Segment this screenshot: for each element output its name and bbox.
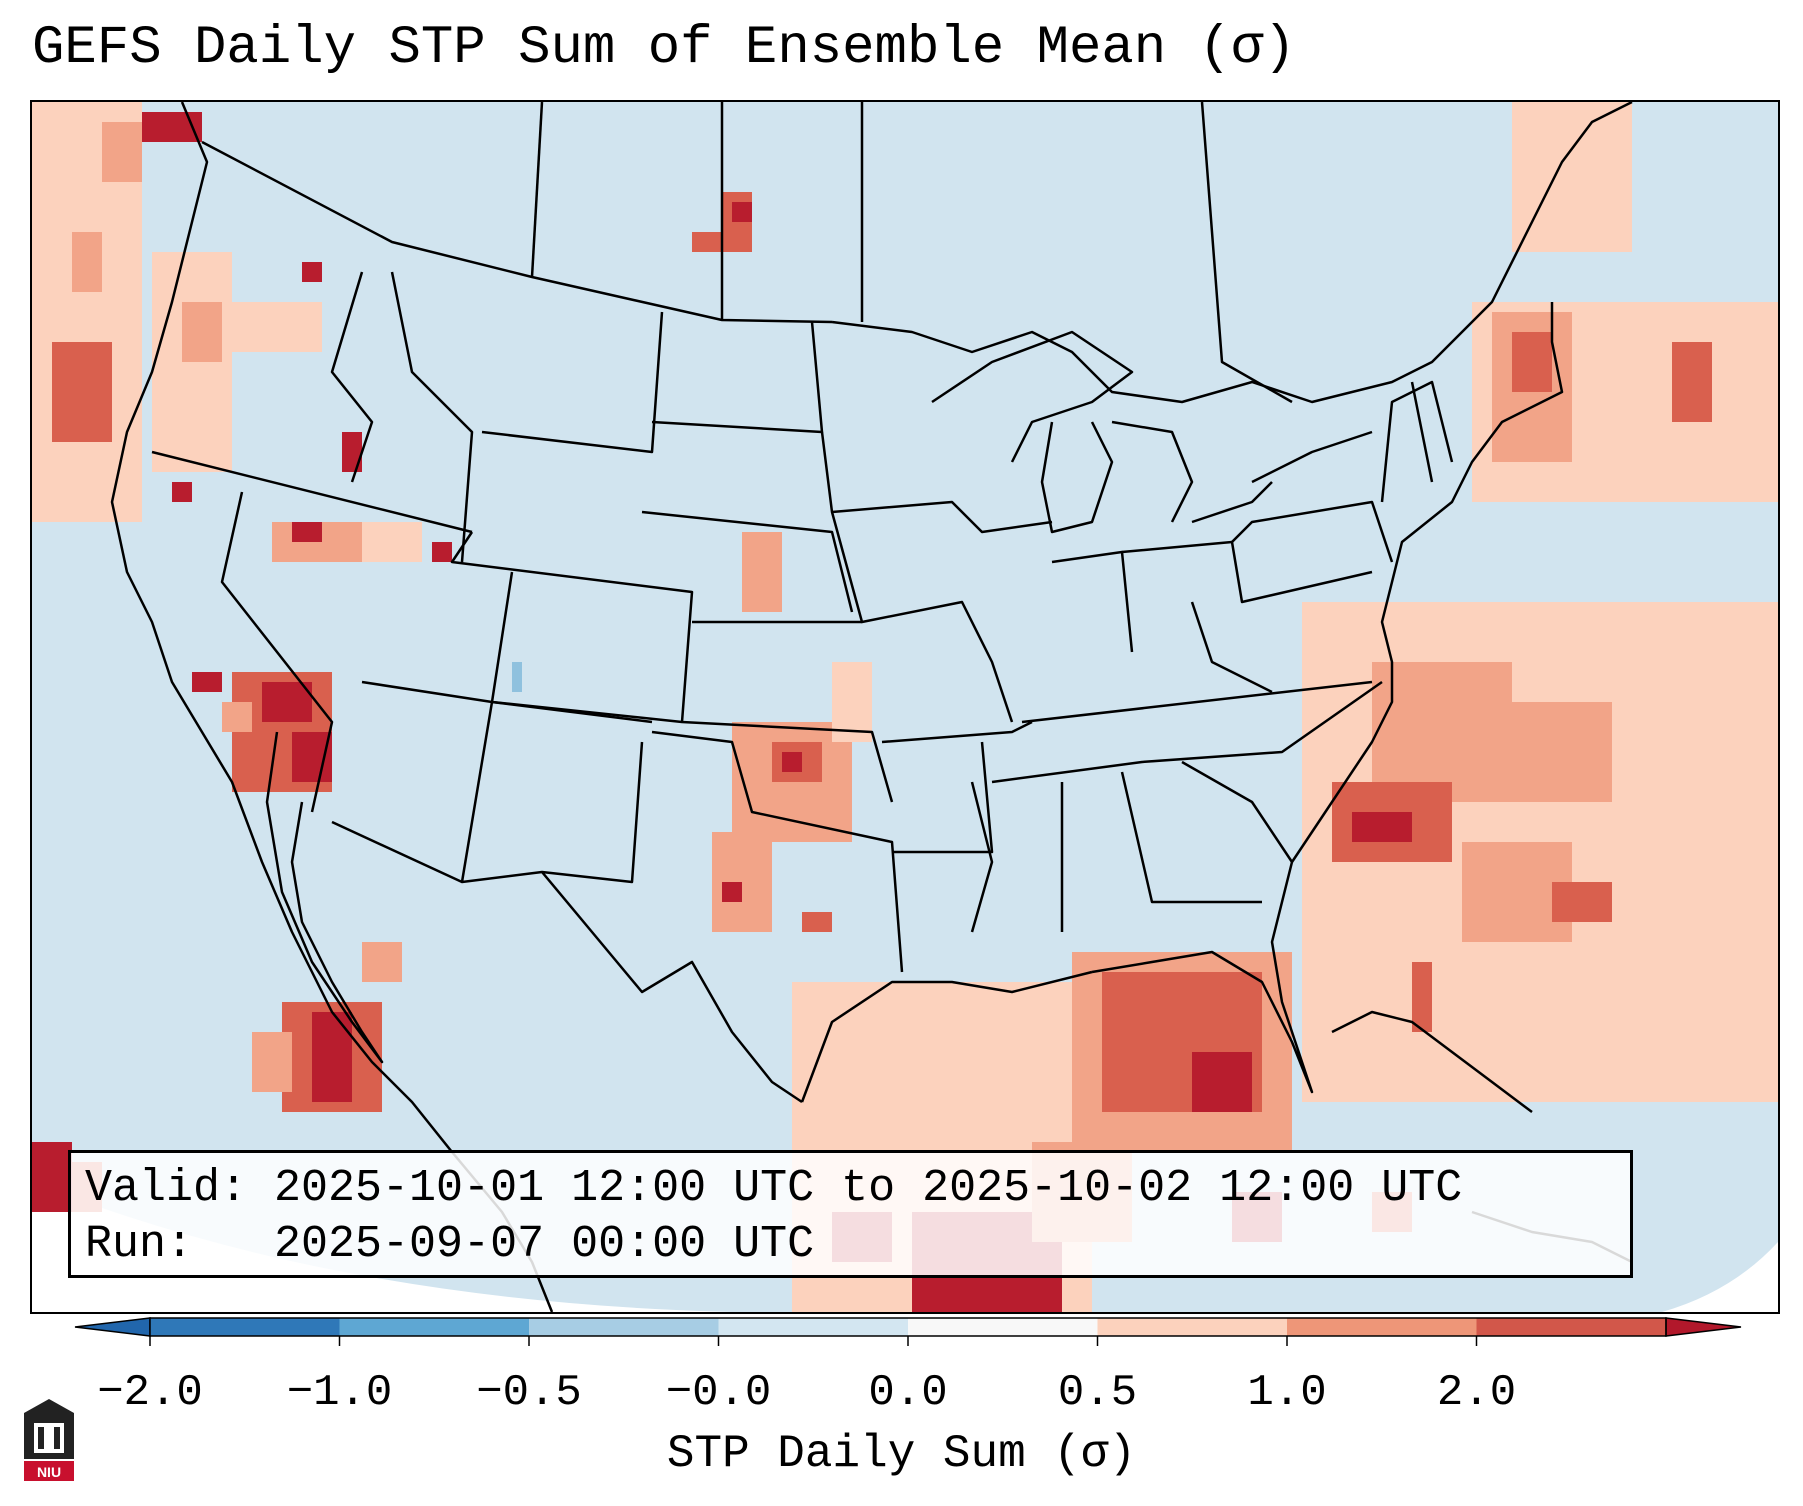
colorbar-tick-label: −2.0	[97, 1368, 203, 1418]
colorbar-tick-label: 0.0	[868, 1368, 948, 1418]
run-line: Run: 2025-09-07 00:00 UTC	[85, 1219, 815, 1270]
map-canvas	[32, 102, 1778, 1312]
projection-edge-right	[1662, 1242, 1778, 1312]
logo-text: NIU	[37, 1464, 61, 1480]
colorbar-extend-low	[74, 1317, 151, 1337]
colorbar-bin	[718, 1318, 908, 1336]
stp-anomaly-cells	[32, 102, 1778, 1312]
map-panel	[30, 100, 1780, 1314]
colorbar-bin	[1476, 1318, 1666, 1336]
colorbar-tick-label: −0.5	[476, 1368, 582, 1418]
colorbar-bin	[150, 1318, 340, 1336]
colorbar-bin	[1287, 1318, 1477, 1336]
projection-edge	[32, 1182, 732, 1312]
colorbar-bin	[339, 1318, 529, 1336]
valid-run-info-box: Valid: 2025-10-01 12:00 UTC to 2025-10-0…	[68, 1150, 1633, 1278]
colorbar-bin	[908, 1318, 1098, 1336]
colorbar-bin	[529, 1318, 719, 1336]
colorbar-tick-label: 1.0	[1247, 1368, 1327, 1418]
valid-line: Valid: 2025-10-01 12:00 UTC to 2025-10-0…	[85, 1163, 1463, 1214]
colorbar-extend-high	[1665, 1317, 1742, 1337]
colorbar-tick-label: −0.0	[665, 1368, 772, 1418]
colorbar-tick-label: 2.0	[1436, 1368, 1517, 1418]
colorbar-tick-label: 0.5	[1057, 1368, 1138, 1418]
colorbar-bin	[1097, 1318, 1287, 1336]
colorbar-tick-label: −1.0	[286, 1368, 393, 1418]
colorbar-label: STP Daily Sum (σ)	[666, 1428, 1137, 1480]
chart-title: GEFS Daily STP Sum of Ensemble Mean (σ)	[32, 18, 1296, 79]
niu-logo: NIU	[24, 1399, 74, 1481]
colorbar	[74, 1317, 1742, 1346]
